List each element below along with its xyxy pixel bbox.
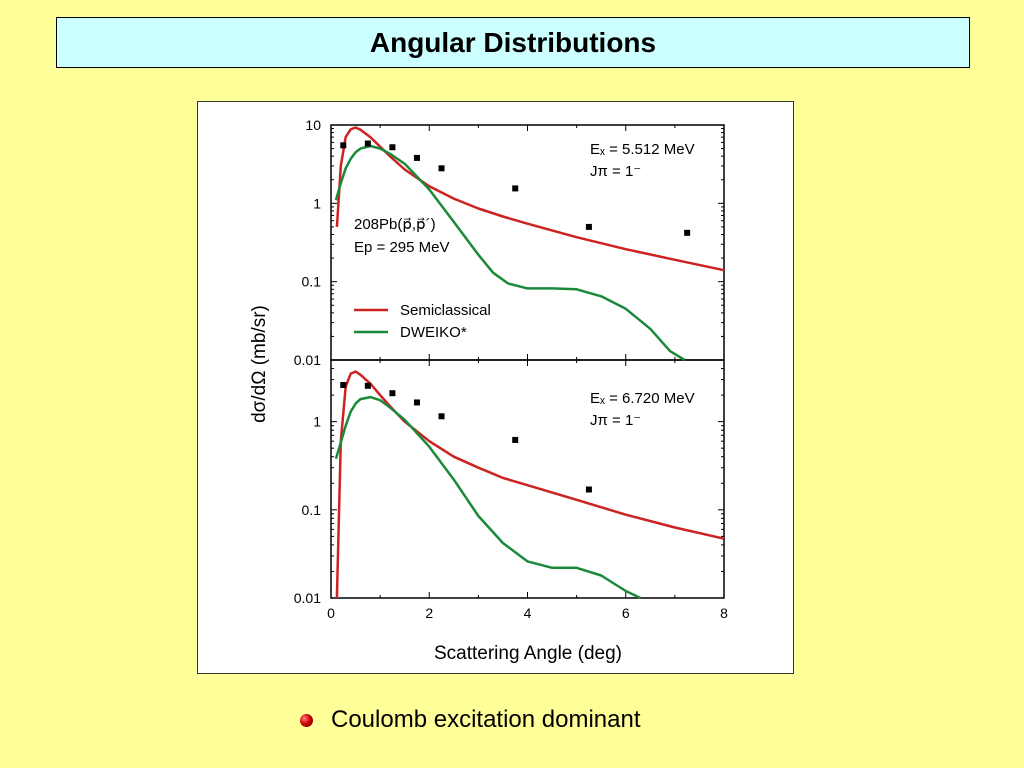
title-box: Angular Distributions xyxy=(56,17,970,68)
beam-energy-label: Ep = 295 MeV xyxy=(354,239,449,256)
reaction-label: 208Pb(p⃗,p⃗´) xyxy=(354,216,436,233)
data-point xyxy=(585,486,592,493)
x-tick-label: 6 xyxy=(622,605,630,621)
y-tick-label: 1 xyxy=(313,414,321,430)
data-point xyxy=(389,390,396,397)
data-point xyxy=(512,185,519,192)
data-point xyxy=(413,154,420,161)
dweiko-curve xyxy=(334,395,642,600)
data-point xyxy=(364,382,371,389)
x-axis-label: Scattering Angle (deg) xyxy=(434,643,622,664)
chart-figure: Semiclassical DWEIKO* Eₓ = 5.512 MeV Jπ … xyxy=(197,101,794,674)
data-point xyxy=(364,140,371,147)
data-point xyxy=(512,436,519,443)
y-tick-label: 0.01 xyxy=(294,590,321,606)
y-tick-label: 0.1 xyxy=(302,502,322,518)
bullet-item: Coulomb excitation dominant xyxy=(300,706,641,734)
y-tick-label: 1 xyxy=(313,195,321,211)
data-point xyxy=(585,223,592,230)
data-point xyxy=(340,382,347,389)
semiclassical-curve xyxy=(335,126,725,272)
y-tick-label: 10 xyxy=(305,117,321,133)
x-tick-label: 8 xyxy=(720,605,728,621)
dweiko-curve xyxy=(334,144,686,362)
bullet-text: Coulomb excitation dominant xyxy=(331,706,641,733)
y-tick-label: 0.1 xyxy=(302,274,322,290)
data-point xyxy=(340,142,347,149)
chart-svg: Semiclassical DWEIKO* Eₓ = 5.512 MeV Jπ … xyxy=(249,117,728,664)
bottom-energy-label: Eₓ = 6.720 MeV xyxy=(590,390,695,407)
top-energy-label: Eₓ = 5.512 MeV xyxy=(590,141,695,158)
y-tick-label: 0.01 xyxy=(294,352,321,368)
x-tick-label: 0 xyxy=(327,605,335,621)
y-axis-label: dσ/dΩ (mb/sr) xyxy=(249,305,270,423)
legend-dweiko-label: DWEIKO* xyxy=(400,324,467,341)
x-tick-label: 2 xyxy=(425,605,433,621)
top-spin-label: Jπ = 1⁻ xyxy=(590,163,641,180)
legend-semiclassical-label: Semiclassical xyxy=(400,302,491,319)
bottom-spin-label: Jπ = 1⁻ xyxy=(590,412,641,429)
x-tick-label: 4 xyxy=(524,605,532,621)
red-sphere-bullet-icon xyxy=(300,713,313,727)
data-point xyxy=(389,144,396,151)
data-point xyxy=(413,399,420,406)
data-point xyxy=(684,229,691,236)
slide-title: Angular Distributions xyxy=(369,26,657,58)
data-point xyxy=(438,165,445,172)
data-point xyxy=(438,413,445,420)
